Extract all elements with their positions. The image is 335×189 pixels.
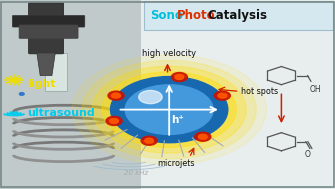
Text: O: O	[305, 150, 311, 159]
Circle shape	[145, 138, 153, 143]
Wedge shape	[9, 78, 19, 80]
Text: 20 kHz: 20 kHz	[124, 170, 148, 176]
Circle shape	[218, 93, 227, 98]
Circle shape	[111, 77, 228, 143]
Circle shape	[125, 85, 213, 134]
Circle shape	[171, 73, 187, 82]
Bar	[45, 53, 67, 91]
Bar	[0, 0, 141, 189]
Circle shape	[112, 93, 120, 98]
Text: ultrasound: ultrasound	[27, 108, 94, 118]
FancyBboxPatch shape	[19, 25, 78, 38]
Circle shape	[19, 93, 24, 95]
FancyBboxPatch shape	[12, 15, 85, 27]
Circle shape	[102, 72, 236, 147]
Circle shape	[106, 116, 122, 125]
Text: h⁺: h⁺	[171, 115, 184, 125]
Circle shape	[141, 136, 157, 145]
Circle shape	[82, 60, 256, 159]
Circle shape	[92, 66, 246, 153]
Text: hot spots: hot spots	[241, 87, 278, 96]
FancyBboxPatch shape	[144, 1, 333, 30]
Circle shape	[198, 134, 207, 139]
Text: OH: OH	[309, 85, 321, 94]
Bar	[141, 0, 335, 189]
Circle shape	[11, 78, 17, 82]
Circle shape	[110, 119, 119, 123]
FancyBboxPatch shape	[28, 3, 64, 54]
Circle shape	[72, 55, 266, 164]
Circle shape	[108, 91, 124, 100]
Text: Catalysis: Catalysis	[207, 9, 267, 22]
Text: light: light	[27, 79, 55, 88]
Text: high velocity: high velocity	[142, 49, 197, 58]
Text: microjets: microjets	[157, 159, 195, 168]
Circle shape	[139, 91, 162, 104]
Text: Photo: Photo	[177, 9, 215, 22]
Polygon shape	[37, 53, 55, 76]
Text: Sono: Sono	[150, 9, 183, 22]
Circle shape	[195, 132, 211, 141]
Circle shape	[214, 91, 230, 100]
Circle shape	[175, 75, 184, 80]
